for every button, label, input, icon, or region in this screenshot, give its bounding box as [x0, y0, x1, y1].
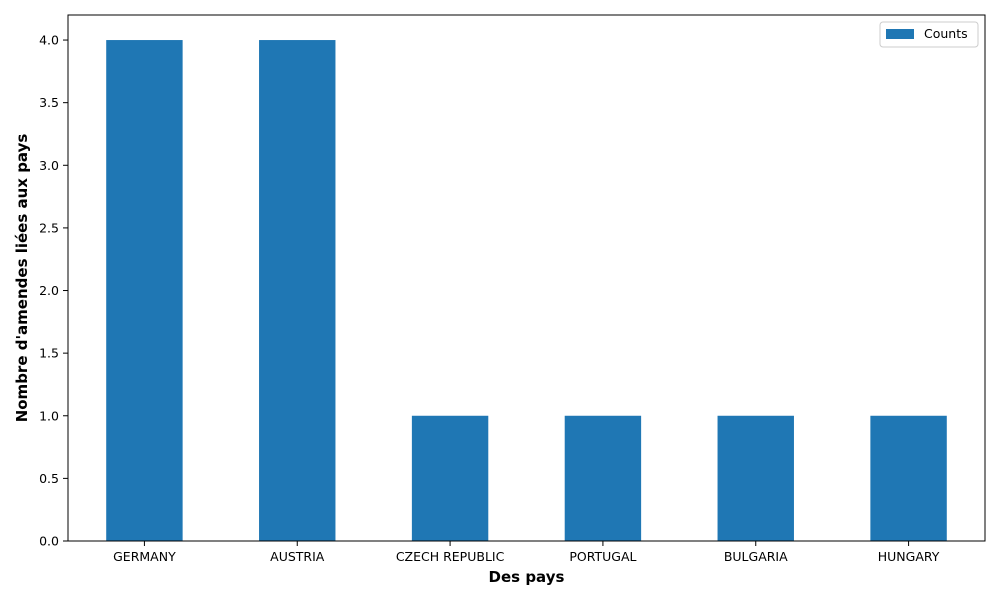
- bar-austria: [259, 40, 336, 542]
- y-tick-label: 1.5: [39, 346, 59, 361]
- legend-label: Counts: [924, 26, 968, 41]
- x-tick-label: BULGARIA: [724, 549, 788, 564]
- legend-swatch: [886, 29, 914, 39]
- legend: Counts: [879, 21, 979, 48]
- y-tick-label: 2.0: [39, 283, 59, 298]
- x-tick-label: PORTUGAL: [569, 549, 636, 564]
- y-axis-ticks: 0.0 0.5 1.0 1.5 2.0 2.5 3.0 3.5 4.0: [39, 33, 68, 549]
- bars-layer: [106, 40, 947, 542]
- y-tick-label: 3.5: [39, 95, 59, 110]
- x-tick-label: HUNGARY: [878, 549, 940, 564]
- x-axis-ticks: GERMANY AUSTRIA CZECH REPUBLIC PORTUGAL BULG…: [113, 541, 940, 564]
- y-axis-title: Nombre d'amendes liées aux pays: [13, 134, 31, 423]
- y-tick-label: 1.0: [39, 408, 59, 423]
- y-tick-label: 2.5: [39, 220, 59, 235]
- y-tick-label: 0.0: [39, 534, 59, 549]
- plot-frame: [67, 14, 986, 542]
- bar-hungary: [870, 415, 947, 541]
- y-tick-label: 0.5: [39, 471, 59, 486]
- bar-portugal: [564, 415, 642, 541]
- x-tick-label: CZECH REPUBLIC: [396, 549, 505, 564]
- legend-box: [879, 21, 979, 48]
- bar-germany: [106, 40, 183, 542]
- y-tick-label: 3.0: [39, 158, 59, 173]
- y-tick-label: 4.0: [39, 33, 59, 48]
- bar-czech-republic: [411, 415, 489, 541]
- x-tick-label: GERMANY: [113, 549, 176, 564]
- bar-bulgaria: [717, 415, 794, 541]
- x-tick-label: AUSTRIA: [270, 549, 325, 564]
- x-axis-title: Des pays: [489, 568, 565, 586]
